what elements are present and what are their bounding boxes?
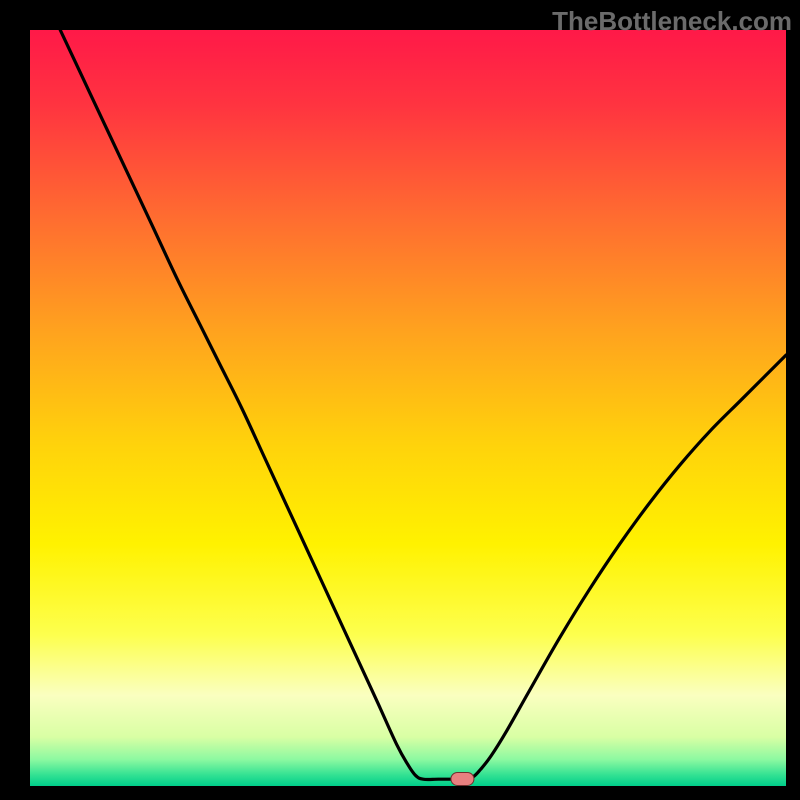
chart-stage: TheBottleneck.com	[0, 0, 800, 800]
plot-area	[30, 30, 786, 786]
curve-svg	[30, 30, 786, 786]
optimum-marker	[451, 772, 474, 786]
bottleneck-curve	[60, 30, 786, 780]
watermark-text: TheBottleneck.com	[552, 6, 792, 37]
